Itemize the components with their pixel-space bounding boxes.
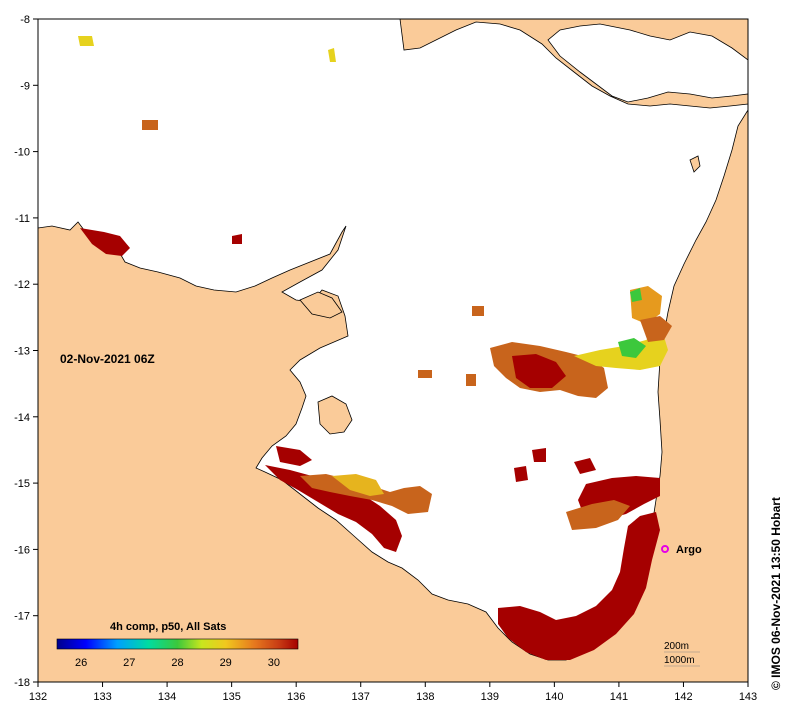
sst-patch-southwest-north [276,446,312,466]
x-tick-label: 143 [739,691,757,703]
colorbar-legend: 4h comp, p50, All Sats 26 27 28 29 30 [56,621,299,669]
sst-patch-north-small [142,120,158,130]
legend-tick-label: 28 [171,657,183,669]
argo-label: Argo [676,544,702,556]
x-axis: 132 133 134 135 136 137 138 139 140 141 142 143 [29,682,757,703]
sst-patch-north-yellow [78,36,94,46]
depth-label-200m: 200m [664,641,689,652]
y-tick-label: -8 [20,14,30,26]
y-tick-label: -9 [20,80,30,92]
sst-patch-small-left [418,370,432,378]
x-tick-label: 137 [352,691,370,703]
land-groote-eylandt [317,395,353,435]
colorbar [56,638,299,650]
x-tick-label: 135 [222,691,240,703]
legend-tick-label: 26 [75,657,87,669]
sst-layer [78,36,672,660]
sst-patch-west-gulf [80,228,130,256]
x-tick-label: 136 [287,691,305,703]
sst-patch-central-hot [512,354,566,388]
y-tick-label: -15 [14,478,30,490]
y-tick-label: -10 [14,147,30,159]
y-tick-label: -16 [14,544,30,556]
land-islands-east [689,155,701,173]
sst-patch-small-left2 [466,374,476,386]
sst-patch-mid-small-2 [574,458,596,474]
sst-patch-north-yellow-2 [328,48,336,62]
legend-title: 4h comp, p50, All Sats [110,621,226,633]
sst-patch-mid-small-3 [532,448,546,462]
sst-patch-north-cape-green [630,288,642,302]
legend-tick-label: 30 [268,657,280,669]
y-tick-label: -13 [14,346,30,358]
sst-patch-east-warm [566,500,630,530]
y-axis: -8 -9 -10 -11 -12 -13 -14 -15 -16 -17 -18 [14,14,38,689]
y-tick-label: -18 [14,677,30,689]
x-tick-label: 141 [610,691,628,703]
x-tick-label: 139 [481,691,499,703]
land-layer [37,18,749,683]
legend-tick-label: 29 [220,657,232,669]
x-tick-label: 132 [29,691,47,703]
argo-float-icon [661,545,669,553]
y-tick-label: -11 [15,213,30,225]
depth-label-1000m: 1000m [664,655,695,666]
sst-patch-yellow-bank [332,474,384,496]
y-tick-label: -17 [14,611,30,623]
sst-patch-southeast-bowl [498,512,660,660]
credit-label: © IMOS 06-Nov-2021 13:50 Hobart [769,497,783,690]
x-tick-label: 140 [545,691,563,703]
land-new-guinea [399,18,749,109]
date-label: 02-Nov-2021 06Z [60,352,155,366]
y-tick-label: -14 [14,412,30,424]
sst-patch-north-orange [640,316,672,342]
x-tick-label: 142 [674,691,692,703]
x-tick-label: 134 [158,691,176,703]
legend-tick-label: 27 [123,657,135,669]
x-tick-label: 138 [416,691,434,703]
y-tick-label: -12 [14,279,30,291]
sst-patch-mid-small-1 [514,466,528,482]
legend-ticks: 26 27 28 29 30 [75,657,280,669]
sst-patch-southwest [265,465,402,552]
sst-patch-west-small [232,234,242,244]
x-tick-label: 133 [93,691,111,703]
land-northern-territory [37,108,749,683]
argo-marker[interactable]: Argo [661,544,702,556]
sst-patch-northeast-green [618,338,646,358]
sst-patch-small-center [472,306,484,316]
land-island-group [299,291,343,319]
